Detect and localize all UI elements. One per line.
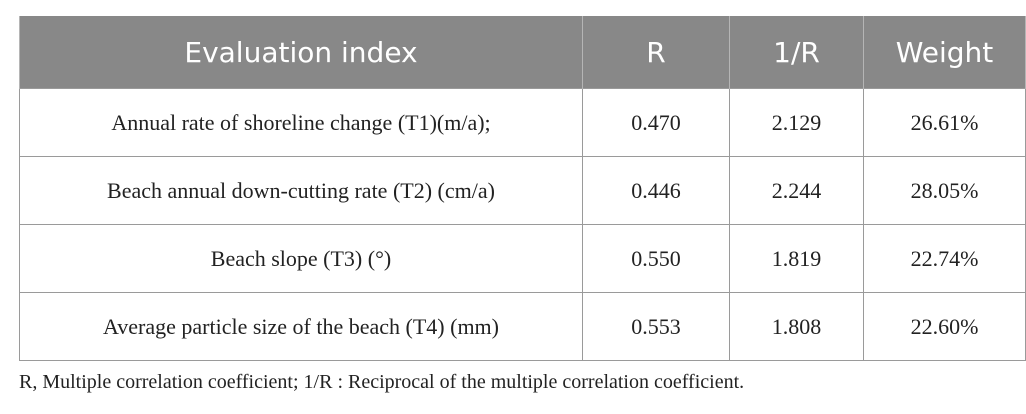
- cell-weight: 26.61%: [863, 88, 1026, 157]
- cell-r: 0.446: [582, 156, 730, 225]
- table-row: Beach slope (T3) (°) 0.550 1.819 22.74%: [19, 224, 1026, 293]
- cell-evaluation-index: Beach annual down-cutting rate (T2) (cm/…: [19, 156, 583, 225]
- table-body: Annual rate of shoreline change (T1)(m/a…: [19, 88, 1026, 361]
- cell-weight: 22.60%: [863, 292, 1026, 361]
- cell-evaluation-index: Beach slope (T3) (°): [19, 224, 583, 293]
- evaluation-weight-table: Evaluation index R 1/R Weight Annual rat…: [19, 16, 1026, 361]
- table-row: Average particle size of the beach (T4) …: [19, 292, 1026, 361]
- header-weight: Weight: [863, 16, 1026, 89]
- cell-r: 0.470: [582, 88, 730, 157]
- cell-evaluation-index: Average particle size of the beach (T4) …: [19, 292, 583, 361]
- table-footnote: R, Multiple correlation coefficient; 1/R…: [19, 371, 745, 393]
- data-table-container: Evaluation index R 1/R Weight Annual rat…: [19, 16, 1026, 361]
- cell-evaluation-index: Annual rate of shoreline change (T1)(m/a…: [19, 88, 583, 157]
- header-r: R: [582, 16, 730, 89]
- cell-reciprocal-r: 1.819: [729, 224, 864, 293]
- header-reciprocal-r: 1/R: [729, 16, 864, 89]
- table-row: Beach annual down-cutting rate (T2) (cm/…: [19, 156, 1026, 225]
- cell-weight: 28.05%: [863, 156, 1026, 225]
- header-row: Evaluation index R 1/R Weight: [19, 16, 1026, 89]
- cell-weight: 22.74%: [863, 224, 1026, 293]
- cell-reciprocal-r: 2.244: [729, 156, 864, 225]
- cell-reciprocal-r: 2.129: [729, 88, 864, 157]
- table-header: Evaluation index R 1/R Weight: [19, 16, 1026, 89]
- header-evaluation-index: Evaluation index: [19, 16, 583, 89]
- table-row: Annual rate of shoreline change (T1)(m/a…: [19, 88, 1026, 157]
- cell-r: 0.553: [582, 292, 730, 361]
- cell-reciprocal-r: 1.808: [729, 292, 864, 361]
- cell-r: 0.550: [582, 224, 730, 293]
